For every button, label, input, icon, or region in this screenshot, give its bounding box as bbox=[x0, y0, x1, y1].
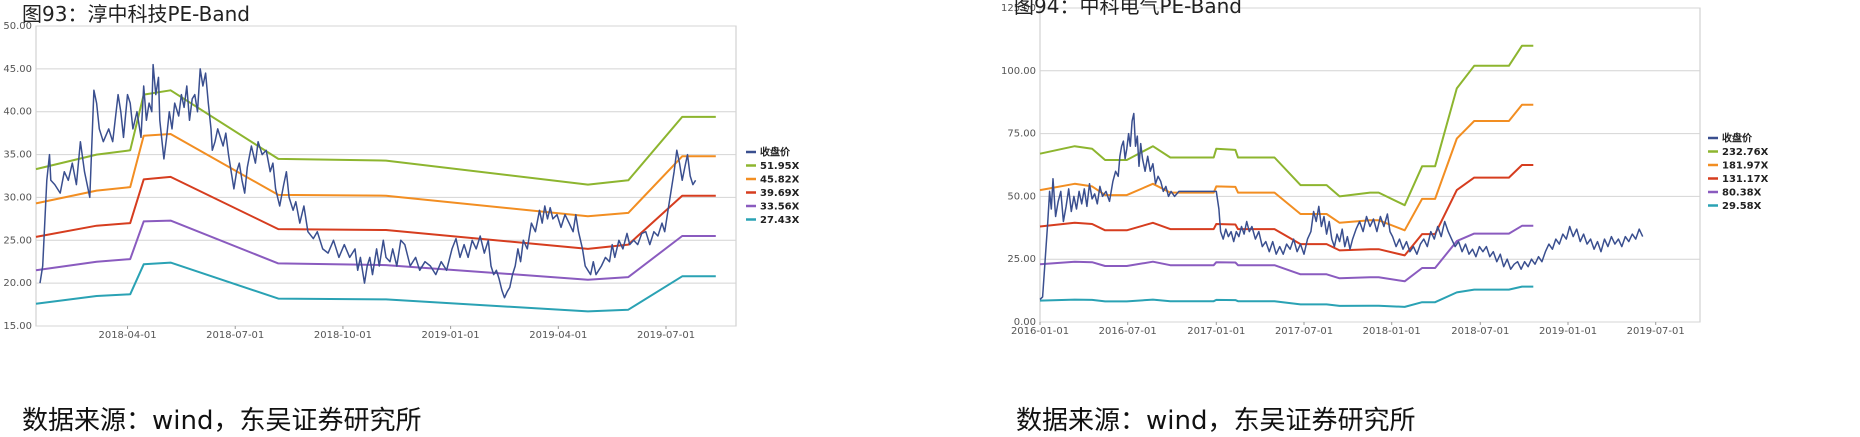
chart-title: 图94：中科电气PE-Band bbox=[1014, 0, 1242, 18]
x-tick-label: 2018-04-01 bbox=[98, 330, 156, 341]
plot-area bbox=[1039, 7, 1701, 323]
pe-band-chart-left: 15.00 20.00 25.00 30.00 35.00 40.00 45.00 50.00… bbox=[3, 21, 800, 341]
y-tick-label: 75.00 bbox=[1007, 129, 1036, 140]
y-tick-label: 20.00 bbox=[3, 278, 32, 289]
data-source: 数据来源：wind，东吴证券研究所 bbox=[22, 406, 422, 436]
y-tick-label: 25.00 bbox=[3, 235, 32, 246]
legend-label: 27.43X bbox=[760, 215, 800, 226]
chart-panel-left: 15.00 20.00 25.00 30.00 35.00 40.00 45.00 50.00… bbox=[3, 2, 800, 436]
x-tick-label: 2016-07-01 bbox=[1099, 326, 1157, 337]
x-tick-label: 2019-07-01 bbox=[1627, 326, 1685, 337]
series-line-band-131.17X bbox=[1039, 164, 1534, 257]
x-tick-label: 2018-07-01 bbox=[206, 330, 264, 341]
y-tick-label: 35.00 bbox=[3, 150, 32, 161]
y-tick-label: 30.00 bbox=[3, 192, 32, 203]
chart-title: 图93：淳中科技PE-Band bbox=[22, 2, 250, 26]
series-line-band-80.38X bbox=[1039, 224, 1534, 283]
legend-label: 39.69X bbox=[760, 188, 800, 199]
legend-label: 80.38X bbox=[1722, 188, 1762, 199]
legend-label: 51.95X bbox=[760, 161, 800, 172]
x-tick-label: 2019-01-01 bbox=[1539, 326, 1597, 337]
legend-label: 232.76X bbox=[1722, 147, 1769, 158]
legend-label: 181.97X bbox=[1722, 161, 1769, 172]
y-tick-label: 40.00 bbox=[3, 107, 32, 118]
series-line-close-price bbox=[39, 63, 697, 299]
y-tick-label: 50.00 bbox=[1007, 191, 1036, 202]
series-line-band-39.69X bbox=[35, 175, 716, 250]
series-line-band-45.82X bbox=[35, 133, 716, 218]
x-tick-label: 2019-04-01 bbox=[529, 330, 587, 341]
x-tick-label: 2016-01-01 bbox=[1011, 326, 1069, 337]
y-tick-label: 100.00 bbox=[1001, 66, 1036, 77]
y-tick-label: 0.00 bbox=[1014, 317, 1036, 328]
legend-label: 收盘价 bbox=[760, 146, 791, 159]
series-line-band-33.56X bbox=[35, 219, 716, 281]
series-line-band-51.95X bbox=[35, 89, 716, 186]
x-tick-label: 2017-07-01 bbox=[1275, 326, 1333, 337]
y-tick-label: 15.00 bbox=[3, 321, 32, 332]
series-line-band-232.76X bbox=[1039, 44, 1534, 207]
y-tick-label: 25.00 bbox=[1007, 254, 1036, 265]
x-tick-label: 2017-01-01 bbox=[1187, 326, 1245, 337]
x-tick-label: 2018-10-01 bbox=[314, 330, 372, 341]
x-tick-label: 2018-07-01 bbox=[1451, 326, 1509, 337]
legend-label: 29.58X bbox=[1722, 201, 1762, 212]
series-line-close-price bbox=[1039, 112, 1644, 300]
x-tick-label: 2019-01-01 bbox=[422, 330, 480, 341]
x-tick-label: 2019-07-01 bbox=[637, 330, 695, 341]
pe-band-chart-right: 0.00 25.00 50.00 75.00 100.00 125.00 2016-01-0… bbox=[1001, 3, 1769, 337]
y-tick-label: 45.00 bbox=[3, 64, 32, 75]
data-source: 数据来源：wind，东吴证券研究所 bbox=[1016, 406, 1416, 436]
series-line-band-27.43X bbox=[35, 261, 716, 313]
chart-panel-right: 0.00 25.00 50.00 75.00 100.00 125.00 2016-01-0… bbox=[1000, 0, 1860, 436]
y-tick-label: 125.00 bbox=[1001, 3, 1036, 14]
series-line-band-29.58X bbox=[1039, 285, 1534, 308]
x-tick-label: 2018-01-01 bbox=[1363, 326, 1421, 337]
y-tick-label: 50.00 bbox=[3, 21, 32, 32]
legend-label: 33.56X bbox=[760, 202, 800, 213]
legend-label: 131.17X bbox=[1722, 174, 1769, 185]
legend-label: 收盘价 bbox=[1722, 132, 1753, 145]
legend-label: 45.82X bbox=[760, 175, 800, 186]
